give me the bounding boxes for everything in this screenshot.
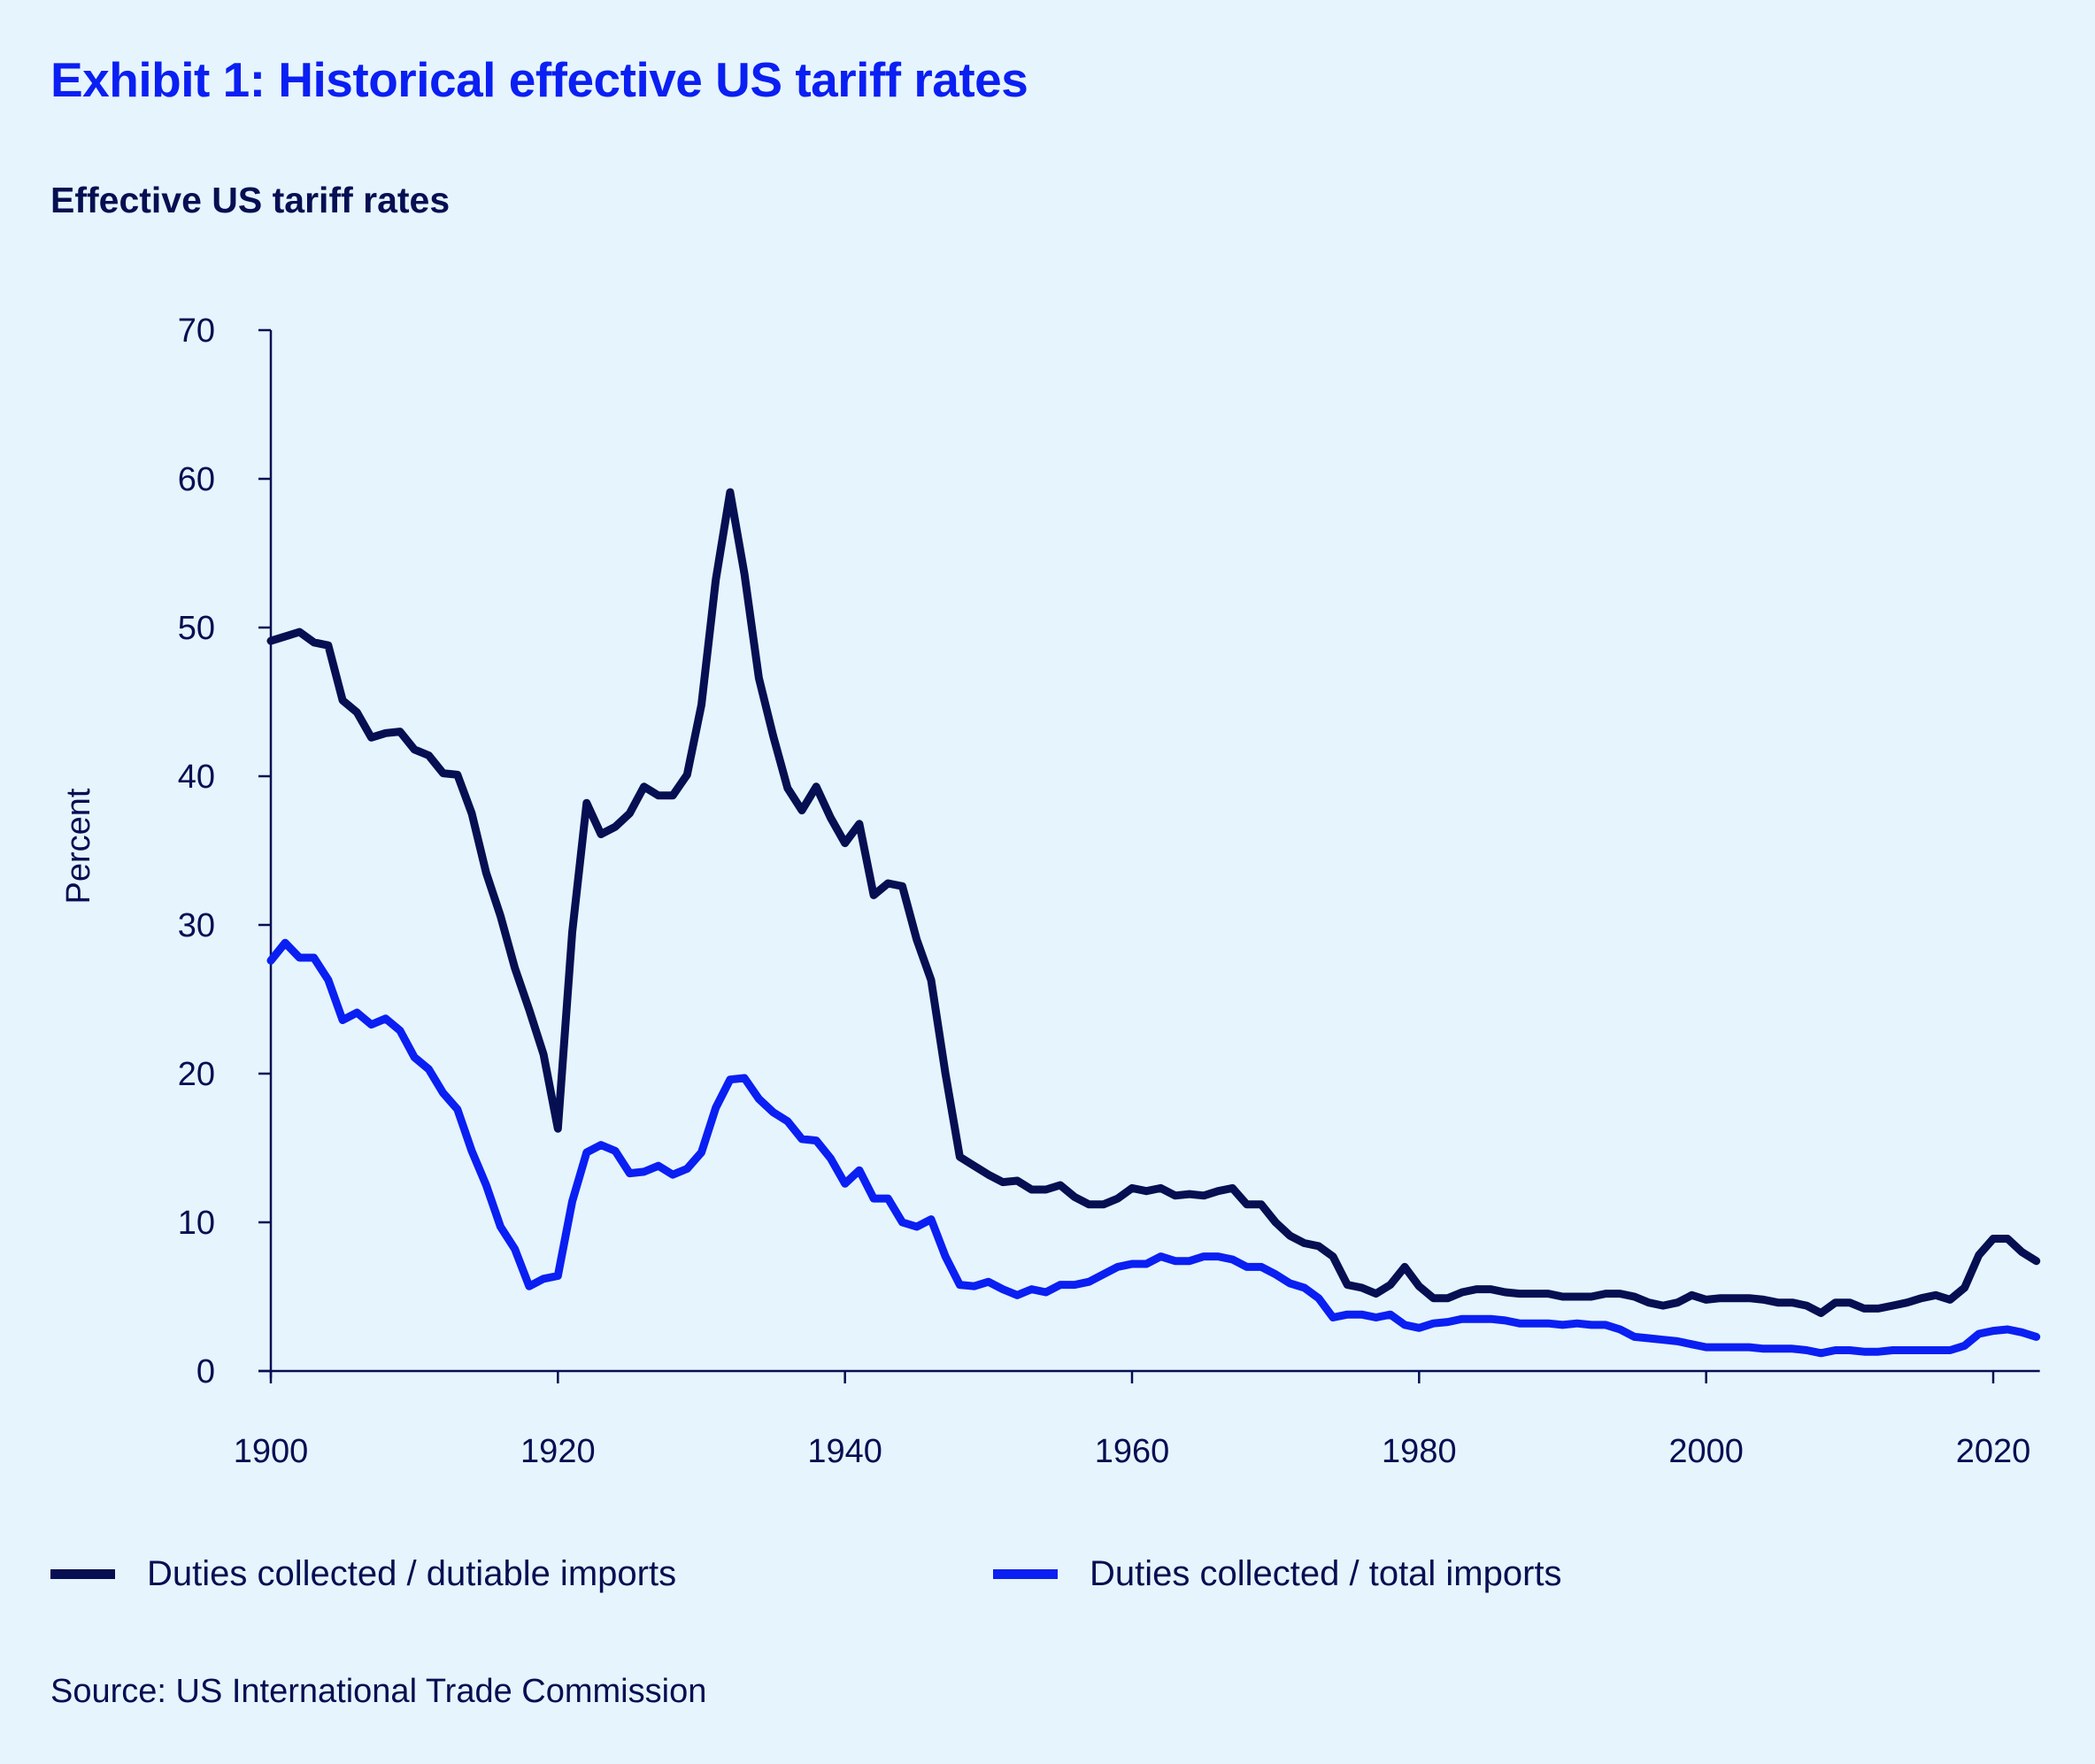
legend-swatch-dutiable — [50, 1568, 115, 1579]
x-tick-label: 1920 — [520, 1433, 596, 1470]
series-line-total — [266, 938, 2041, 1358]
line-chart: 0 10 20 30 40 50 60 70 1900 1920 1940 1960 1980 2000… — [60, 312, 2041, 1470]
x-tick-label: 1960 — [1095, 1433, 1170, 1470]
series-layer — [266, 488, 2041, 1358]
x-tick-label: 1980 — [1382, 1433, 1457, 1470]
series-line-dutiable — [266, 488, 2041, 1317]
x-tick-label: 1940 — [807, 1433, 882, 1470]
y-tick-label: 40 — [178, 759, 215, 796]
legend-swatch-total — [993, 1568, 1058, 1579]
y-tick-label: 60 — [178, 461, 215, 498]
y-axis: 0 10 20 30 40 50 60 70 — [178, 312, 273, 1390]
y-tick-label: 70 — [178, 312, 215, 350]
exhibit-title: Exhibit 1: Historical effective US tarif… — [50, 52, 1028, 107]
y-tick-label: 0 — [196, 1353, 215, 1390]
x-tick-label: 2020 — [1956, 1433, 2031, 1470]
legend-label-total: Duties collected / total imports — [1090, 1553, 1562, 1593]
y-axis-title: Percent — [60, 788, 97, 904]
legend-label-dutiable: Duties collected / dutiable imports — [147, 1553, 677, 1593]
legend: Duties collected / dutiable imports Duti… — [0, 1551, 2095, 1597]
y-tick-label: 50 — [178, 610, 215, 647]
x-axis: 1900 1920 1940 1960 1980 2000 2020 — [234, 1369, 2040, 1470]
x-tick-label: 2000 — [1668, 1433, 1744, 1470]
legend-item-dutiable: Duties collected / dutiable imports — [50, 1551, 676, 1597]
chart-subtitle: Effective US tariff rates — [50, 180, 451, 220]
y-tick-label: 30 — [178, 907, 215, 944]
source-note: Source: US International Trade Commissio… — [50, 1673, 707, 1710]
legend-item-total: Duties collected / total imports — [993, 1551, 1562, 1597]
x-tick-label: 1900 — [234, 1433, 309, 1470]
y-tick-label: 20 — [178, 1056, 215, 1093]
y-tick-label: 10 — [178, 1205, 215, 1242]
